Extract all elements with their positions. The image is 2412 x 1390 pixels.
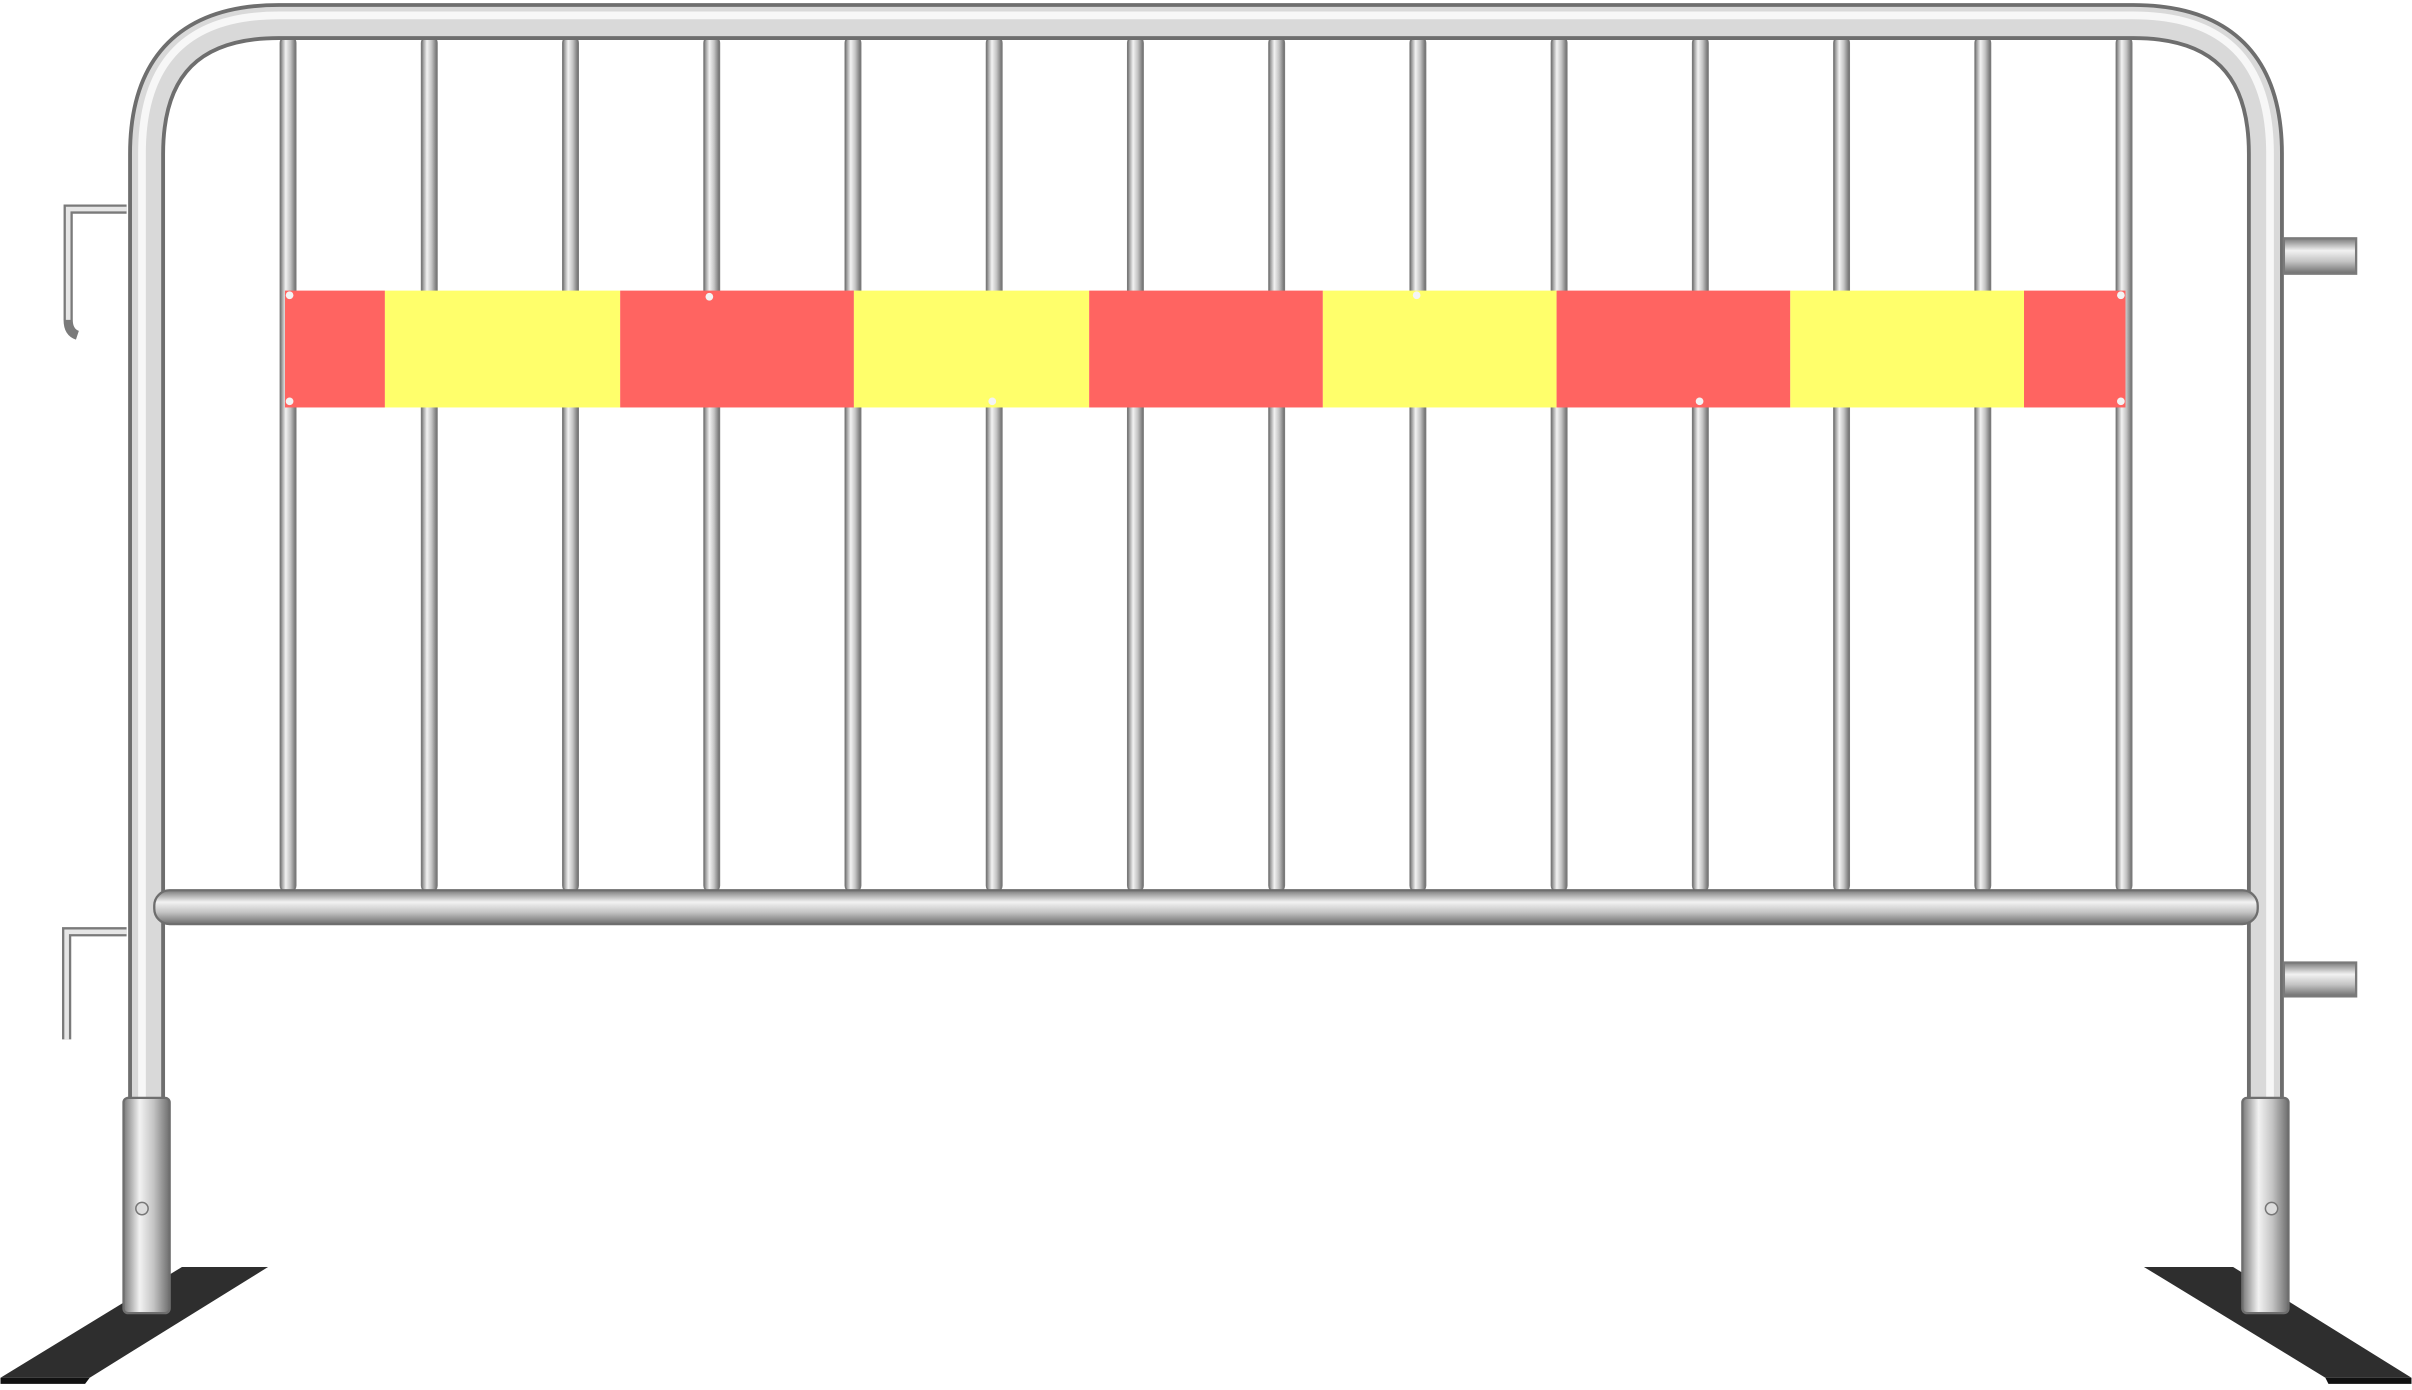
frame-tube-outline [128, 3, 2284, 1100]
vertical-bar [1550, 36, 1568, 893]
vertical-bar [420, 36, 438, 893]
vertical-bar [1268, 36, 1286, 893]
upper-right-tab [2282, 237, 2358, 275]
vertical-bar [1126, 36, 1144, 893]
banner-grommet [705, 292, 714, 301]
banner-segment-red [620, 290, 854, 408]
right-sleeve-bolt [2264, 1201, 2279, 1216]
lower-left-hook-shine [64, 929, 127, 1040]
upper-left-hook [63, 204, 127, 340]
bottom-rail [153, 889, 2259, 926]
banner-grommet [285, 397, 294, 406]
frame-tube-highlight [138, 11, 2274, 1100]
frame-tube [131, 6, 2281, 1100]
banner-segment-yellow [384, 290, 621, 408]
left-sleeve-bolt [135, 1201, 149, 1216]
left-foot-edge [0, 1377, 90, 1384]
banner-segment-red [1089, 290, 1323, 408]
reflective-banner [284, 290, 2126, 408]
vertical-bar [1409, 36, 1427, 893]
upper-left-hook-shine [65, 206, 127, 320]
vertical-bar [985, 36, 1003, 893]
banner-grommet [2117, 291, 2125, 300]
vertical-bar [1974, 36, 1992, 893]
banner-segment-red [2024, 290, 2126, 408]
lower-right-tab [2282, 961, 2358, 998]
banner-grommet [988, 397, 997, 406]
banner-grommet [1412, 291, 1421, 300]
vertical-bars [279, 36, 2133, 893]
banner-segment-red [1556, 290, 1791, 408]
banner-segment-red [284, 290, 385, 408]
banner-grommet [1695, 397, 1704, 406]
vertical-bar [1833, 36, 1851, 893]
vertical-bar [1691, 36, 1709, 893]
right-foot [2143, 1266, 2412, 1378]
vertical-bar [844, 36, 862, 893]
banner-segment-yellow [853, 290, 1090, 408]
banner-grommet [285, 291, 294, 300]
banner-segment-yellow [1790, 290, 2025, 408]
vertical-bar [2115, 36, 2133, 893]
vertical-bar [279, 36, 297, 893]
left-foot [0, 1266, 269, 1378]
vertical-bar [703, 36, 721, 893]
vertical-bar [562, 36, 579, 893]
lower-left-hook [62, 927, 127, 1040]
banner-segment-yellow [1322, 290, 1557, 408]
banner-grommet [2117, 397, 2125, 406]
right-foot-edge [2325, 1377, 2412, 1384]
